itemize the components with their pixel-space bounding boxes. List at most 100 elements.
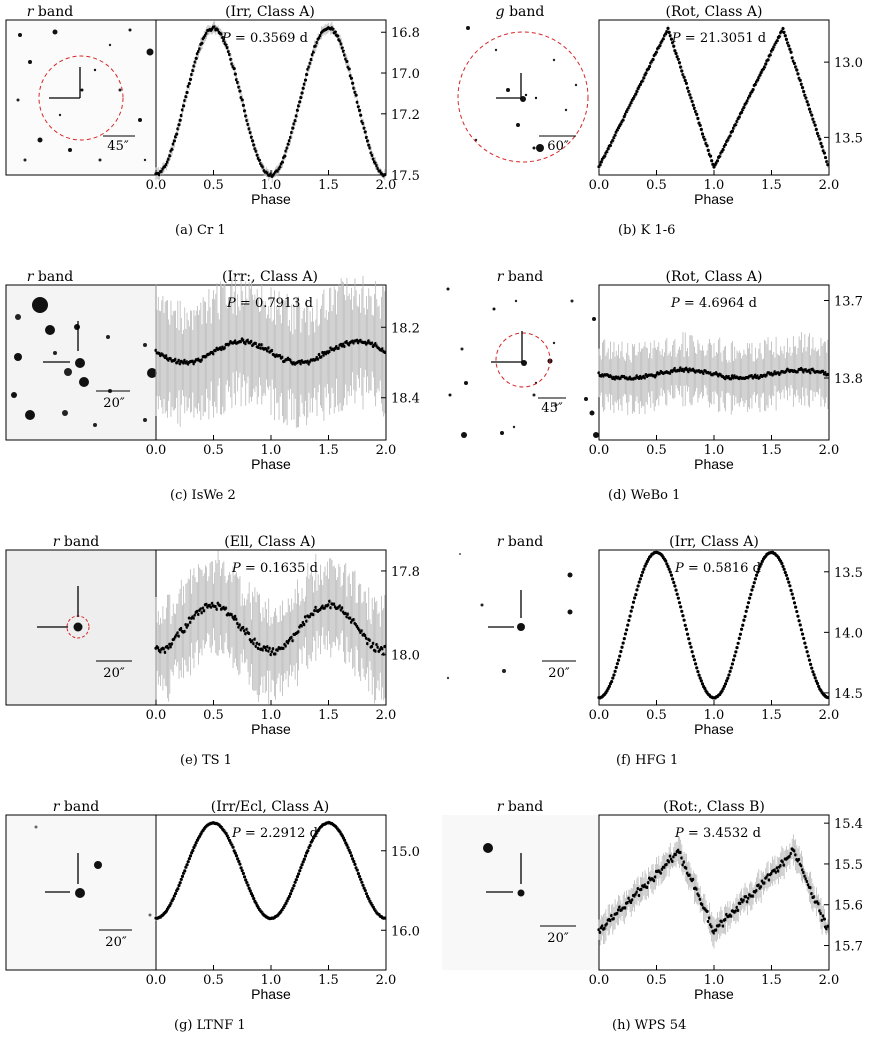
data-point [673,49,677,53]
scale-label: 20″ [547,931,569,946]
x-axis-label: Phase [694,721,734,737]
y-tick-label: 13.5 [834,131,863,146]
x-tick-label: 0.5 [646,973,667,988]
data-point [730,129,734,133]
data-point [383,350,387,354]
x-tick-label: 1.0 [261,708,282,723]
svg-text:g band: g band [496,4,545,20]
data-point [383,916,387,920]
data-point [689,645,693,649]
y-axis-ticks: 13.7 13.8 [824,295,863,387]
data-point [615,662,619,666]
data-point [795,68,799,72]
y-tick-label: 15.5 [834,858,863,873]
x-tick-label: 0.0 [589,973,610,988]
svg-text:r band: r band [53,534,99,550]
data-point [359,113,363,117]
x-tick-label: 1.5 [318,443,339,458]
data-point [708,154,713,158]
figure-panel-b: g band (Rot, Class A) 60″ 0.0 0.5 1.0 1.5 2.… [436,0,872,250]
data-point [731,658,736,662]
data-point [758,73,762,77]
data-point [696,669,700,674]
data-point [246,883,250,887]
data-point [607,684,611,688]
y-tick-label: 17.0 [391,67,420,82]
x-tick-label: 2.0 [376,443,397,458]
data-point [231,845,235,849]
data-point [200,41,204,45]
data-point [610,679,614,684]
data-point [251,894,255,898]
x-axis-ticks: 0.0 0.5 1.0 1.5 2.0 [146,170,396,193]
data-point [728,134,732,138]
data-point [603,154,607,158]
x-tick-label: 0.5 [646,443,667,458]
x-tick-label: 0.5 [203,178,224,193]
data-point [674,588,678,592]
data-point [623,632,628,636]
data-point [612,673,616,677]
data-point [283,154,287,158]
data-point [301,860,305,864]
data-point [683,78,687,83]
star-field [11,297,157,427]
panel-e-svg: r band (Ell, Class A) 20″ 0.0 0.5 1.0 1.5 2.… [5,534,420,737]
data-point [357,108,362,112]
data-point [742,618,746,622]
data-point [646,67,651,71]
data-point [826,695,830,700]
data-point [172,139,176,143]
data-point [671,577,675,581]
data-point [826,924,830,928]
x-axis-label: Phase [251,986,291,1002]
x-tick-label: 0.5 [646,178,667,193]
x-tick-label: 0.5 [203,443,224,458]
data-point [788,47,792,51]
panel-caption: (g) LTNF 1 [174,1018,246,1033]
y-axis-ticks: 18.2 18.4 [381,321,420,407]
data-point [233,72,237,76]
data-point [790,592,794,596]
data-point [800,86,805,90]
y-tick-label: 16.0 [391,924,420,939]
data-point [674,51,678,56]
svg-text:r band: r band [53,799,99,815]
data-point [667,30,671,34]
data-point [664,559,668,563]
data-point [797,619,801,623]
data-point [622,637,626,641]
svg-text:r band: r band [497,534,543,550]
data-point [748,94,752,98]
data-point [679,605,683,609]
data-point [638,577,642,581]
data-point [811,670,815,674]
data-point [754,573,759,577]
data-point [698,676,702,680]
data-point [234,854,239,858]
period-label: P = 4.6964 d [670,296,757,311]
scale-label: 20″ [103,666,125,681]
band-word: band [64,799,99,815]
data-point [620,645,624,649]
band-letter: r [53,534,61,550]
data-point [805,650,809,654]
data-point [244,878,248,882]
data-point [345,843,349,847]
data-point [251,139,255,143]
data-point [810,113,814,117]
band-word: band [38,269,73,285]
panel-d-svg: r band (Rot, Class A) 45″ 0.0 0.5 1.0 1.5 2.… [442,269,863,472]
data-point [822,151,826,155]
data-point [349,76,354,80]
data-point [351,81,355,85]
svg-text:r band: r band [27,269,73,285]
data-point [760,559,764,563]
data-point [188,854,193,858]
data-point [175,132,179,136]
data-point [177,883,181,888]
data-point [626,623,630,627]
data-point [805,100,809,104]
data-point [814,679,818,683]
data-point [781,26,785,31]
